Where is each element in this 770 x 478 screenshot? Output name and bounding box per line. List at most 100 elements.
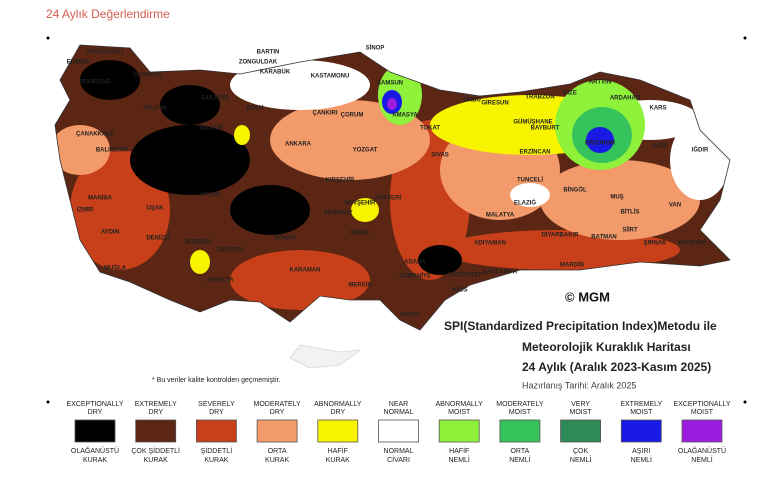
legend-label: MODERATELY: [253, 401, 301, 408]
city-label: SİNOP: [366, 45, 385, 52]
city-label: MALATYA: [486, 213, 515, 219]
legend-label: KURAK: [326, 457, 350, 464]
city-label: ANKARA: [285, 142, 312, 148]
legend-label: NEMLİ: [691, 455, 712, 464]
city-label: BİNGÖL: [563, 187, 587, 194]
legend-swatch: [195, 419, 237, 443]
legend-label: HAFİF: [328, 446, 348, 455]
legend-label: EXCEPTIONALLY: [673, 401, 730, 408]
legend-label: MOIST: [509, 409, 532, 416]
legend: EXCEPTIONALLYDRYOLAĞANÜSTÜKURAKEXTREMELY…: [66, 401, 730, 464]
city-label: GAZİANTEP: [448, 272, 483, 279]
city-label: SİVAS: [431, 152, 449, 159]
city-label: ARTVİN: [589, 79, 611, 86]
map-note: * Bu veriler kalite kontrolden geçmemişt…: [152, 377, 280, 384]
legend-label: ABNORMALLY: [314, 401, 362, 408]
city-label: ARDAHAN: [610, 96, 640, 102]
city-label: UŞAK: [146, 206, 164, 212]
city-label: EDİRNE: [67, 59, 90, 66]
city-label: İZMİR: [77, 207, 94, 214]
legend-label: ŞİDDETLİ: [201, 446, 233, 455]
city-label: GÜMÜŞHANE: [513, 119, 552, 126]
legend-label: MOIST: [448, 409, 471, 416]
city-label: ÇANKIRI: [313, 111, 338, 117]
city-label: KARAMAN: [290, 268, 321, 274]
legend-swatch: [438, 419, 480, 443]
city-label: BİLECİK: [200, 125, 225, 132]
city-label: AKSARAY: [323, 211, 352, 217]
city-label: MUŞ: [610, 195, 623, 201]
city-label: YOZGAT: [353, 148, 378, 154]
legend-label: DRY: [270, 409, 285, 416]
city-label: KARABÜK: [260, 69, 291, 76]
legend-label: NEAR: [389, 401, 408, 408]
city-label: OSMANİYE: [399, 273, 431, 280]
city-label: DİYARBAKIR: [541, 232, 579, 239]
city-label: ANTALYA: [206, 278, 234, 284]
city-label: NEVŞEHİR: [345, 200, 376, 207]
map-heading: Meteorolojik Kuraklık Haritası: [522, 340, 691, 354]
city-label: TEKİRDAĞ: [79, 78, 111, 86]
legend-label: SEVERELY: [198, 401, 235, 408]
legend-swatch: [620, 419, 662, 443]
legend-label: NEMLİ: [631, 455, 652, 464]
legend-label: KURAK: [204, 457, 228, 464]
legend-label: AŞIRI: [632, 448, 650, 455]
city-label: MARDİN: [560, 262, 584, 269]
legend-label: ORTA: [268, 448, 287, 455]
city-label: MANİSA: [88, 195, 112, 202]
city-label: GİRESUN: [481, 100, 508, 107]
city-label: KAYSERİ: [375, 195, 401, 202]
page-title: 24 Aylık Değerlendirme: [46, 7, 170, 21]
legend-label: MOIST: [570, 409, 593, 416]
city-label: KONYA: [274, 236, 296, 242]
legend-label: ABNORMALLY: [436, 401, 484, 408]
city-label: KIRŞEHİR: [326, 177, 355, 184]
city-label: AYDIN: [101, 230, 119, 236]
legend-label: NEMLİ: [448, 455, 469, 464]
legend-label: NORMAL: [384, 409, 414, 416]
legend-label: KURAK: [265, 457, 289, 464]
legend-label: NORMAL: [384, 448, 414, 455]
legend-label: ÇOK: [573, 448, 589, 455]
city-label: MERSİN: [348, 282, 371, 289]
city-label: ERZİNCAN: [520, 149, 551, 156]
city-label: KARS: [649, 106, 666, 112]
legend-label: DRY: [209, 409, 224, 416]
city-label: ORDU: [463, 98, 481, 104]
legend-label: CİVARI: [387, 455, 410, 464]
city-label: SİİRT: [622, 227, 638, 234]
city-label: SAMSUN: [377, 81, 403, 87]
legend-swatch: [499, 419, 541, 443]
legend-swatch: [560, 419, 601, 443]
copyright: © MGM: [565, 289, 610, 304]
legend-label: ÇOK ŞİDDETLİ: [131, 446, 180, 455]
legend-swatch: [681, 419, 723, 443]
map-date: Hazırlanış Tarihi: Aralık 2025: [522, 380, 636, 390]
city-label: DENİZLİ: [146, 235, 170, 242]
city-label: BAYBURT: [531, 126, 560, 132]
city-label: BARTIN: [257, 50, 280, 56]
legend-label: DRY: [330, 409, 345, 416]
city-label: ADANA: [404, 260, 426, 266]
legend-label: KURAK: [144, 457, 168, 464]
city-label: AFYON: [200, 193, 221, 199]
city-label: TOKAT: [420, 126, 440, 132]
city-label: ÇORUM: [341, 113, 364, 119]
city-label: KIRKLARELİ: [87, 49, 124, 56]
city-label: KASTAMONU: [311, 74, 350, 80]
legend-label: MODERATELY: [496, 401, 544, 408]
city-label: ISPARTA: [217, 248, 243, 254]
map-heading: SPI(Standardized Precipitation Index)Met…: [444, 319, 717, 333]
city-label: ÇANAKKALE: [76, 132, 114, 138]
city-label: BİTLİS: [621, 209, 640, 216]
city-label: ELAZIĞ: [514, 199, 536, 207]
city-label: NİĞDE: [350, 229, 369, 237]
city-label: ADIYAMAN: [474, 241, 506, 247]
city-label: HAKKARİ: [678, 240, 706, 247]
city-label: YALOVA: [143, 106, 168, 112]
city-label: SAKARYA: [201, 96, 231, 102]
legend-swatch: [135, 419, 177, 443]
map: KIRKLARELİ EDİRNE TEKİRDAĞ İSTANBUL SAKARYA B…: [46, 36, 747, 404]
